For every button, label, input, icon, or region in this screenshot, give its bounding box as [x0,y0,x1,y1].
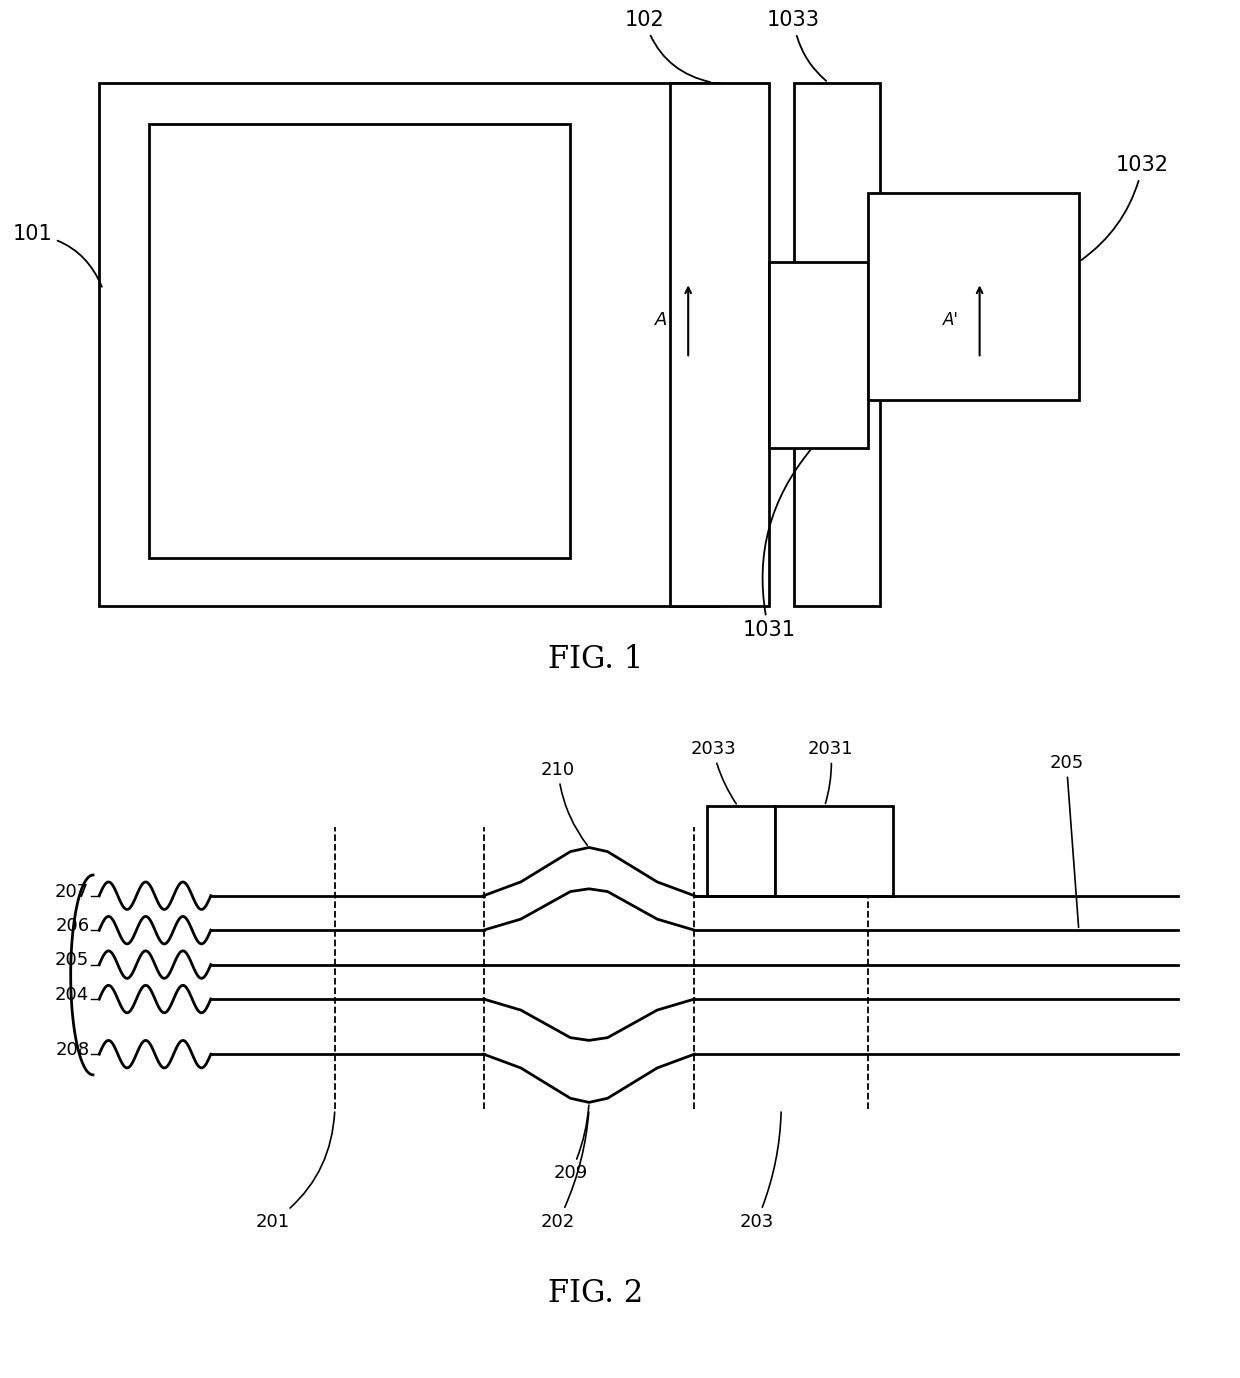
Text: 1032: 1032 [1081,156,1169,260]
Text: A': A' [942,310,959,329]
Bar [707,806,775,896]
Text: 205: 205 [55,951,89,970]
Text: 208: 208 [55,1040,89,1060]
Bar [149,124,570,558]
Bar [769,262,868,448]
Bar [99,83,719,606]
Text: 1031: 1031 [743,451,811,641]
Bar [868,193,1079,400]
Text: 202: 202 [541,1112,589,1231]
Text: 2033: 2033 [691,740,737,803]
Text: 1033: 1033 [768,10,826,81]
Text: 101: 101 [12,225,102,287]
Text: 209: 209 [553,1105,589,1182]
Text: 2031: 2031 [808,740,853,803]
Bar [670,83,769,606]
Text: 102: 102 [625,10,711,83]
Bar [775,806,893,896]
Text: 201: 201 [255,1112,335,1231]
Text: 204: 204 [55,985,89,1005]
Text: 210: 210 [541,761,588,845]
Text: 207: 207 [55,882,89,901]
Text: 206: 206 [55,916,89,936]
Text: 203: 203 [739,1112,781,1231]
Text: 205: 205 [1049,754,1084,927]
Text: FIG. 2: FIG. 2 [548,1279,642,1309]
Text: A: A [655,310,667,329]
Text: FIG. 1: FIG. 1 [548,645,642,675]
Bar [794,83,880,606]
